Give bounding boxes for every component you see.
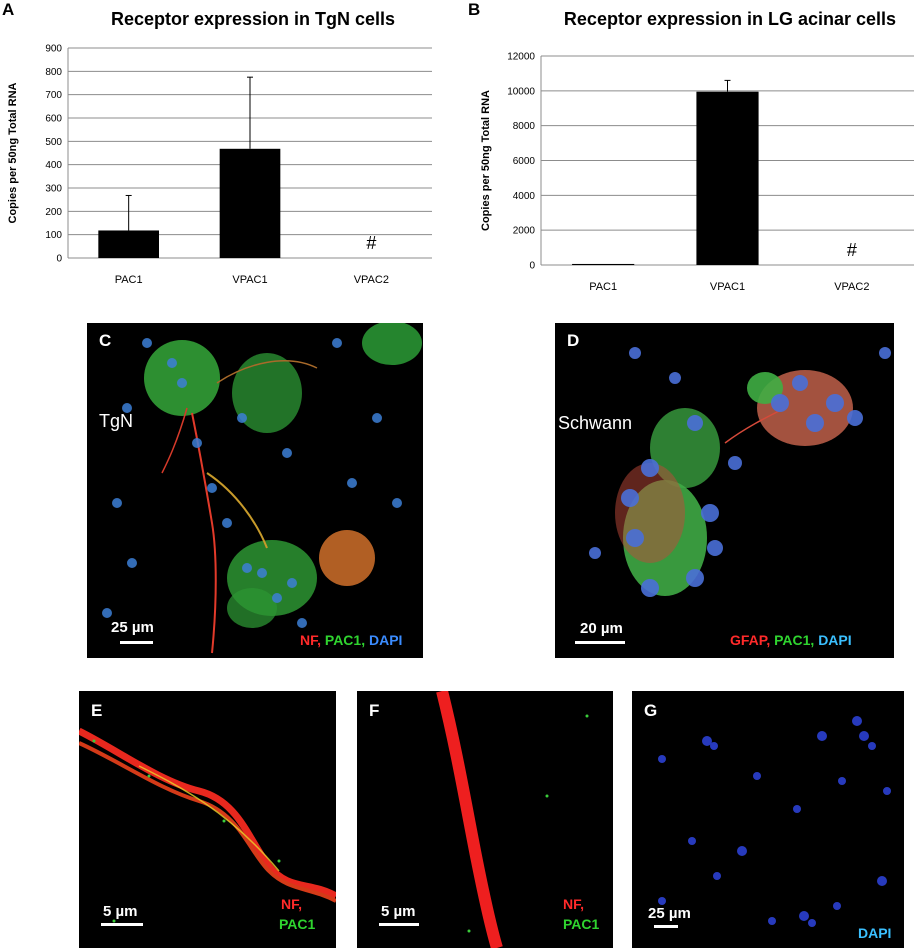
bar (219, 148, 281, 258)
x-tick-label: VPAC2 (354, 274, 389, 286)
x-tick-label: VPAC1 (710, 281, 745, 293)
panel-label-a: A (2, 0, 15, 19)
y-tick-label: 0 (529, 261, 535, 272)
micrograph-d-image (589, 347, 891, 597)
scale-bar (101, 923, 143, 926)
x-tick-label: PAC1 (115, 274, 143, 286)
stain-pac1: PAC1 (279, 916, 316, 932)
scale-bar-label: 5 µm (381, 903, 416, 920)
panel-label-d: D (567, 331, 580, 350)
y-tick-label: 12000 (507, 52, 535, 63)
y-tick-label: 300 (45, 184, 62, 195)
stain-legend: GFAP, PAC1, DAPI (730, 632, 852, 648)
micrograph-c-image (102, 323, 422, 654)
micrograph-g: G 25 µm DAPI (632, 691, 904, 948)
chart-lg-acinar-receptor-expression: Receptor expression in LG acinar cells Co… (480, 9, 914, 293)
scale-bar (654, 925, 678, 928)
bar (98, 230, 159, 258)
micrograph-e: E 5 µm NF, PAC1 (79, 691, 336, 948)
bar (696, 91, 759, 266)
y-tick-label: 200 (45, 207, 62, 218)
sample-label: TgN (99, 411, 134, 431)
y-tick-label: 900 (45, 44, 62, 55)
y-tick-label: 0 (56, 254, 62, 265)
panel-label-c: C (99, 331, 112, 350)
scale-bar (379, 923, 419, 926)
panel-label-f: F (369, 701, 380, 720)
x-tick-label: PAC1 (589, 281, 617, 293)
y-axis-label: Copies per 50ng Total RNA (480, 90, 492, 231)
sample-label: Schwann (558, 413, 633, 433)
y-tick-label: 6000 (513, 156, 536, 167)
y-tick-label: 10000 (507, 86, 535, 97)
y-tick-label: 8000 (513, 121, 536, 132)
scale-bar (120, 641, 153, 644)
scale-bar-label: 25 µm (648, 905, 691, 922)
stain-dapi: DAPI (368, 632, 403, 648)
significance-marker: # (366, 233, 376, 253)
bar (572, 263, 635, 265)
y-tick-label: 500 (45, 137, 62, 148)
chart-title: Receptor expression in LG acinar cells (564, 9, 896, 29)
stain-nf: NF, (563, 896, 584, 912)
scale-bar-label: 20 µm (580, 620, 623, 637)
x-tick-label: VPAC2 (834, 281, 869, 293)
stain-legend: NF, PAC1, DAPI (300, 632, 402, 648)
micrograph-f-image (436, 691, 589, 948)
micrograph-e-image (79, 727, 336, 923)
stain-dapi: DAPI (858, 925, 892, 941)
stain-nf: NF, (300, 632, 321, 648)
stain-pac1: PAC1, (324, 632, 366, 648)
stain-gfap: GFAP, (730, 632, 771, 648)
y-tick-label: 100 (45, 230, 62, 241)
stain-pac1: PAC1 (563, 916, 600, 932)
micrograph-c-tgn: C TgN 25 µm NF, PAC1, DAPI (87, 323, 423, 658)
x-tick-label: VPAC1 (232, 274, 267, 286)
stain-dapi: DAPI (818, 632, 852, 648)
micrograph-g-image (658, 716, 891, 927)
chart-title: Receptor expression in TgN cells (111, 9, 395, 29)
significance-marker: # (847, 240, 857, 260)
stain-pac1: PAC1, (774, 632, 815, 648)
y-tick-label: 700 (45, 90, 62, 101)
panel-label-e: E (91, 701, 103, 720)
y-tick-label: 400 (45, 160, 62, 171)
y-tick-label: 600 (45, 114, 62, 125)
scale-bar-label: 5 µm (103, 903, 138, 920)
panel-label-g: G (644, 701, 658, 720)
stain-nf: NF, (281, 896, 302, 912)
micrograph-d-schwann: D Schwann 20 µm GFAP, PAC1, DAPI (555, 323, 894, 658)
y-tick-label: 4000 (513, 191, 536, 202)
panel-label-b: B (468, 0, 481, 19)
y-axis-label: Copies per 50ng Total RNA (7, 82, 19, 223)
scale-bar-label: 25 µm (111, 619, 154, 636)
y-tick-label: 800 (45, 67, 62, 78)
micrograph-f: F 5 µm NF, PAC1 (357, 691, 613, 948)
chart-tgn-receptor-expression: Receptor expression in TgN cells Copies p… (7, 9, 432, 286)
scale-bar (575, 641, 625, 644)
y-tick-label: 2000 (513, 226, 536, 237)
